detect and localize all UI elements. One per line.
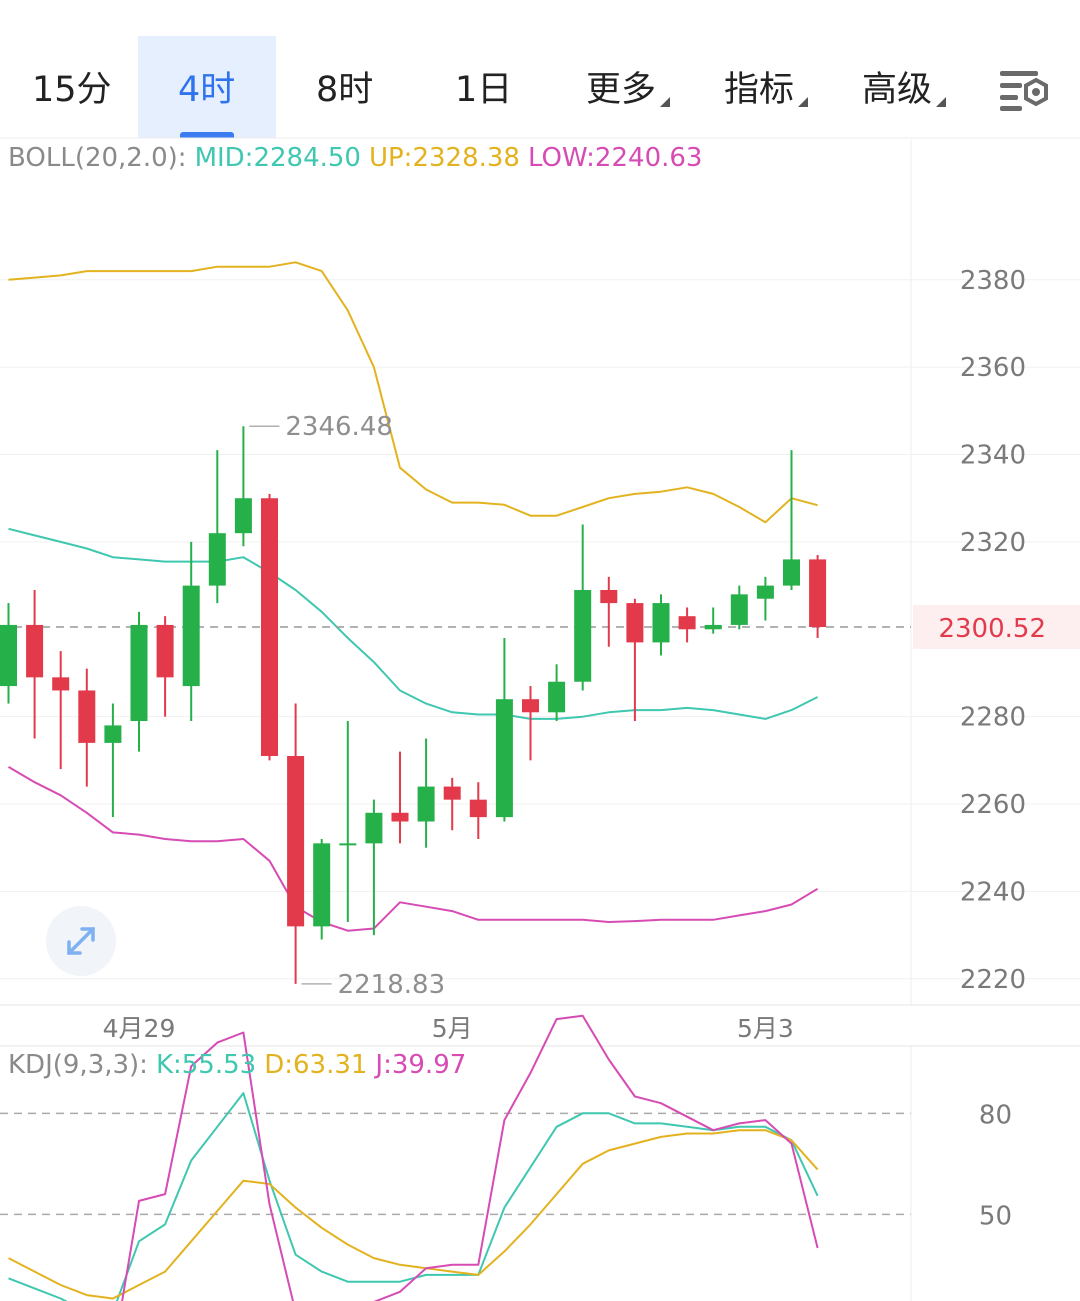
candle-body xyxy=(130,624,148,722)
candle-body xyxy=(208,533,226,586)
tab-1day[interactable]: 1日 xyxy=(455,62,512,118)
tab-label: 4时 xyxy=(178,70,236,110)
candle-body xyxy=(652,603,670,643)
candle-body xyxy=(339,843,357,846)
candle-body xyxy=(522,699,539,713)
tab-15min[interactable]: 15分 xyxy=(32,62,112,118)
kdj-d-value: D:63.31 xyxy=(264,1050,368,1080)
tab-label: 1日 xyxy=(455,70,513,110)
candle-body xyxy=(809,559,827,628)
boll-name: BOLL(20,2.0): xyxy=(8,143,187,173)
candle-body xyxy=(443,786,461,800)
tab-label: 15分 xyxy=(32,70,112,110)
price-tick-label: 2340 xyxy=(960,441,1026,471)
active-tab-indicator xyxy=(180,132,234,138)
candle-body xyxy=(365,812,383,844)
kdj-k-line xyxy=(8,1092,819,1301)
candle-body xyxy=(104,725,122,743)
timeframe-tab-bar: 15分 4时 8时 1日 更多 指标 高级 xyxy=(0,0,1080,138)
price-tick-label: 2220 xyxy=(960,965,1026,995)
candle-body xyxy=(156,624,174,678)
kdj-legend: KDJ(9,3,3): K:55.53 D:63.31 J:39.97 xyxy=(8,1049,474,1081)
candle-body xyxy=(730,594,748,625)
max-price-label: 2346.48 xyxy=(285,412,393,442)
expand-chart-button[interactable] xyxy=(46,906,116,976)
candle-body xyxy=(417,786,435,822)
time-axis-label: 5月3 xyxy=(737,1014,794,1043)
kdj-j-line xyxy=(121,1014,819,1301)
tab-label: 高级 xyxy=(862,70,933,110)
candle-body xyxy=(783,559,800,586)
dropdown-caret-icon xyxy=(798,97,809,107)
candle-body xyxy=(261,498,278,756)
chart-settings-icon[interactable] xyxy=(998,68,1050,112)
time-axis-label: 4月29 xyxy=(103,1014,176,1043)
candle-body xyxy=(756,585,774,599)
dropdown-caret-icon xyxy=(936,97,947,107)
candle-body xyxy=(78,690,96,743)
boll-upper-line xyxy=(8,261,818,524)
price-tick-label: 2240 xyxy=(960,877,1026,907)
candle-body xyxy=(469,799,487,818)
candle-body xyxy=(495,699,513,818)
dropdown-caret-icon xyxy=(660,97,671,107)
candle-body xyxy=(574,589,592,682)
kdj-k-value: K:55.53 xyxy=(155,1050,257,1080)
boll-up-value: UP:2328.38 xyxy=(368,143,520,173)
kdj-j-value: J:39.97 xyxy=(375,1050,467,1080)
price-tick-label: 2380 xyxy=(960,266,1026,296)
candle-body xyxy=(0,624,17,687)
price-tick-label: 2260 xyxy=(960,790,1026,820)
tab-more[interactable]: 更多 xyxy=(586,62,671,118)
tab-advanced[interactable]: 高级 xyxy=(862,62,947,118)
price-tick-label: 2320 xyxy=(960,528,1026,558)
kdj-name: KDJ(9,3,3): xyxy=(8,1050,148,1080)
candle-body xyxy=(234,498,252,534)
tab-indicators[interactable]: 指标 xyxy=(724,62,809,118)
candle-body xyxy=(313,843,331,927)
tab-label: 8时 xyxy=(316,70,374,110)
active-tab-highlight xyxy=(138,36,276,138)
kdj-tick-label: 80 xyxy=(979,1100,1012,1130)
candle-body xyxy=(52,677,70,691)
kdj-d-line xyxy=(8,1129,819,1300)
tab-label: 更多 xyxy=(586,70,657,110)
boll-legend: BOLL(20,2.0): MID:2284.50 UP:2328.38 LOW:22… xyxy=(8,142,710,174)
candle-body xyxy=(600,589,618,604)
tab-8hour[interactable]: 8时 xyxy=(316,62,373,118)
boll-lower-line xyxy=(7,766,819,932)
tab-4hour[interactable]: 4时 xyxy=(178,62,235,118)
time-axis-label: 5月 xyxy=(432,1014,473,1043)
candle-body xyxy=(704,624,722,630)
candle-body xyxy=(626,603,644,643)
candle-body xyxy=(678,616,696,630)
current-price-badge xyxy=(913,605,1080,650)
candle-body xyxy=(548,681,566,713)
boll-low-value: LOW:2240.63 xyxy=(527,143,703,173)
current-price-label: 2300.52 xyxy=(938,614,1046,644)
boll-mid-line xyxy=(8,527,819,720)
kdj-tick-label: 50 xyxy=(979,1201,1012,1231)
min-price-label: 2218.83 xyxy=(338,970,446,1000)
boll-mid-value: MID:2284.50 xyxy=(194,143,361,173)
tab-label: 指标 xyxy=(724,70,795,110)
expand-icon xyxy=(67,927,95,955)
candle-body xyxy=(26,624,44,678)
candle-body xyxy=(391,812,409,822)
candle-body xyxy=(182,585,200,687)
candle-body xyxy=(287,755,305,927)
price-tick-label: 2360 xyxy=(960,353,1026,383)
price-tick-label: 2280 xyxy=(960,703,1026,733)
